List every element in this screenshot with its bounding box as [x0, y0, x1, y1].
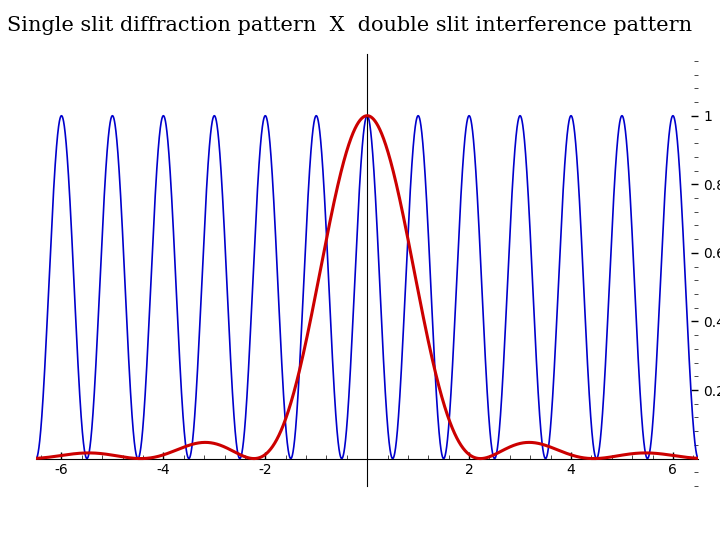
Text: Single slit diffraction pattern  X  double slit interference pattern: Single slit diffraction pattern X double…: [7, 16, 693, 35]
